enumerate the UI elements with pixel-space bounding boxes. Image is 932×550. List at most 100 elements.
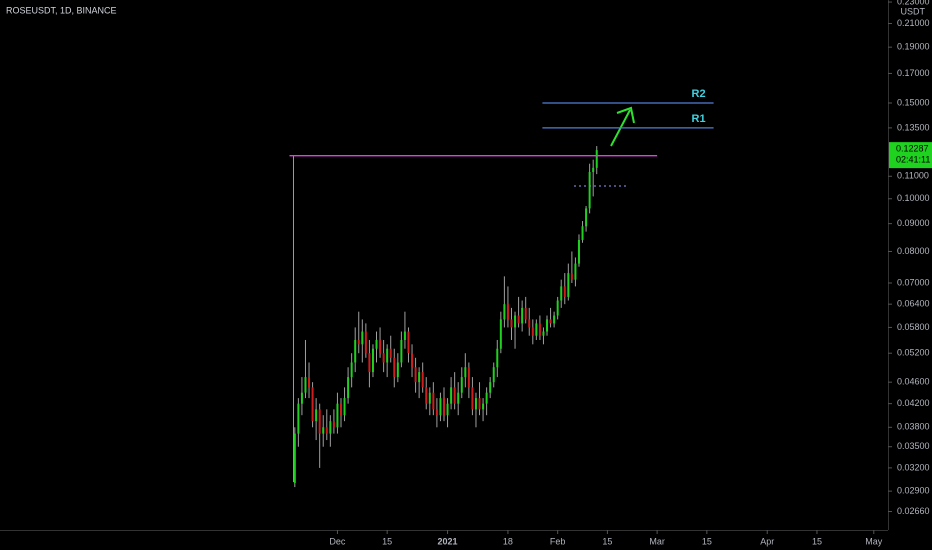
candle-body	[460, 377, 463, 393]
candle-body	[300, 392, 303, 404]
candle-body	[531, 327, 534, 336]
candle-body	[549, 319, 552, 324]
x-tick-label: Dec	[329, 536, 346, 546]
axis-unit: USDT	[901, 6, 926, 16]
candle-body	[400, 339, 403, 363]
candle-body	[567, 273, 570, 297]
candle-body	[386, 348, 389, 363]
y-tick-label: 0.03800	[897, 422, 930, 432]
x-tick-label: 15	[382, 536, 392, 546]
y-tick-label: 0.11000	[897, 171, 929, 181]
chart-title: ROSEUSDT, 1D, BINANCE	[6, 5, 117, 15]
candle-body	[350, 362, 353, 378]
candle-body	[577, 239, 580, 264]
candle-body	[503, 304, 506, 320]
candle-body	[499, 319, 502, 349]
y-tick-label: 0.09000	[897, 218, 930, 228]
price-tag	[889, 142, 932, 169]
x-tick-label: 15	[602, 536, 612, 546]
candle-body	[467, 367, 470, 388]
candle-body	[570, 273, 573, 280]
candle-body	[439, 398, 442, 416]
candle-body	[343, 398, 346, 416]
y-tick-label: 0.05200	[897, 348, 930, 358]
candle-body	[581, 226, 584, 240]
y-tick-label: 0.03200	[897, 462, 930, 472]
candle-body	[318, 409, 321, 434]
y-tick-label: 0.08000	[897, 246, 930, 256]
candle-body	[315, 409, 318, 422]
candle-body	[528, 319, 531, 328]
x-tick-label: Mar	[649, 536, 665, 546]
candle-body	[592, 167, 595, 172]
candle-body	[322, 427, 325, 434]
candle-body	[339, 403, 342, 416]
candle-body	[435, 409, 438, 416]
candle-body	[379, 339, 382, 354]
candle-body	[443, 398, 445, 416]
y-tick-label: 0.21000	[897, 18, 930, 28]
candle-body	[546, 319, 549, 332]
y-tick-label: 0.10000	[897, 193, 930, 203]
candle-body	[308, 377, 311, 388]
candle-body	[492, 367, 495, 383]
candle-body	[535, 323, 538, 336]
y-tick-label: 0.03500	[897, 441, 930, 451]
x-tick-label: 18	[503, 536, 513, 546]
candle-body	[428, 392, 431, 404]
y-tick-label: 0.17000	[897, 68, 930, 78]
y-tick-label: 0.15000	[897, 97, 930, 107]
candle-body	[585, 208, 588, 227]
candle-body	[588, 171, 591, 209]
candle-body	[421, 372, 424, 388]
candle-body	[354, 339, 357, 363]
candle-body	[393, 357, 396, 378]
candle-body	[403, 331, 406, 340]
level-label: R1	[692, 113, 706, 125]
candle-body	[489, 382, 492, 393]
y-tick-label: 0.13500	[897, 122, 930, 132]
candle-body	[336, 403, 339, 428]
candle-body	[542, 331, 545, 336]
candle-body	[517, 315, 520, 324]
candle-body	[563, 286, 566, 297]
candle-body	[357, 339, 360, 345]
y-tick-label: 0.07000	[897, 277, 930, 287]
candle-body	[471, 387, 474, 410]
candle-body	[538, 323, 541, 336]
x-tick-label: 15	[702, 536, 712, 546]
candle-body	[514, 315, 517, 328]
candle-body	[595, 150, 598, 168]
candle-body	[425, 387, 428, 404]
last-price: 0.12287	[896, 143, 929, 153]
candle-body	[418, 372, 421, 383]
x-tick-label: May	[865, 536, 883, 546]
candle-body	[329, 421, 332, 434]
candle-body	[389, 348, 392, 358]
y-tick-label: 0.04200	[897, 398, 930, 408]
x-tick-label: Apr	[760, 536, 774, 546]
candle-body	[521, 307, 524, 324]
x-tick-label: Feb	[550, 536, 566, 546]
candle-body	[375, 339, 378, 349]
candle-body	[556, 300, 559, 316]
y-tick-label: 0.04600	[897, 377, 930, 387]
candle-body	[524, 307, 527, 320]
y-tick-label: 0.02900	[897, 486, 930, 496]
candle-body	[457, 392, 460, 404]
candle-body	[474, 398, 477, 410]
y-tick-label: 0.23000	[897, 0, 930, 6]
candle-body	[482, 403, 485, 410]
y-tick-label: 0.19000	[897, 42, 930, 52]
candle-body	[396, 362, 399, 378]
x-tick-label: 15	[812, 536, 822, 546]
candle-body	[553, 315, 556, 324]
candle-body	[297, 403, 300, 434]
y-tick-label: 0.06400	[897, 299, 930, 309]
candle-body	[347, 377, 350, 399]
candle-body	[506, 304, 509, 320]
candle-body	[411, 353, 414, 368]
candle-body	[450, 387, 453, 404]
